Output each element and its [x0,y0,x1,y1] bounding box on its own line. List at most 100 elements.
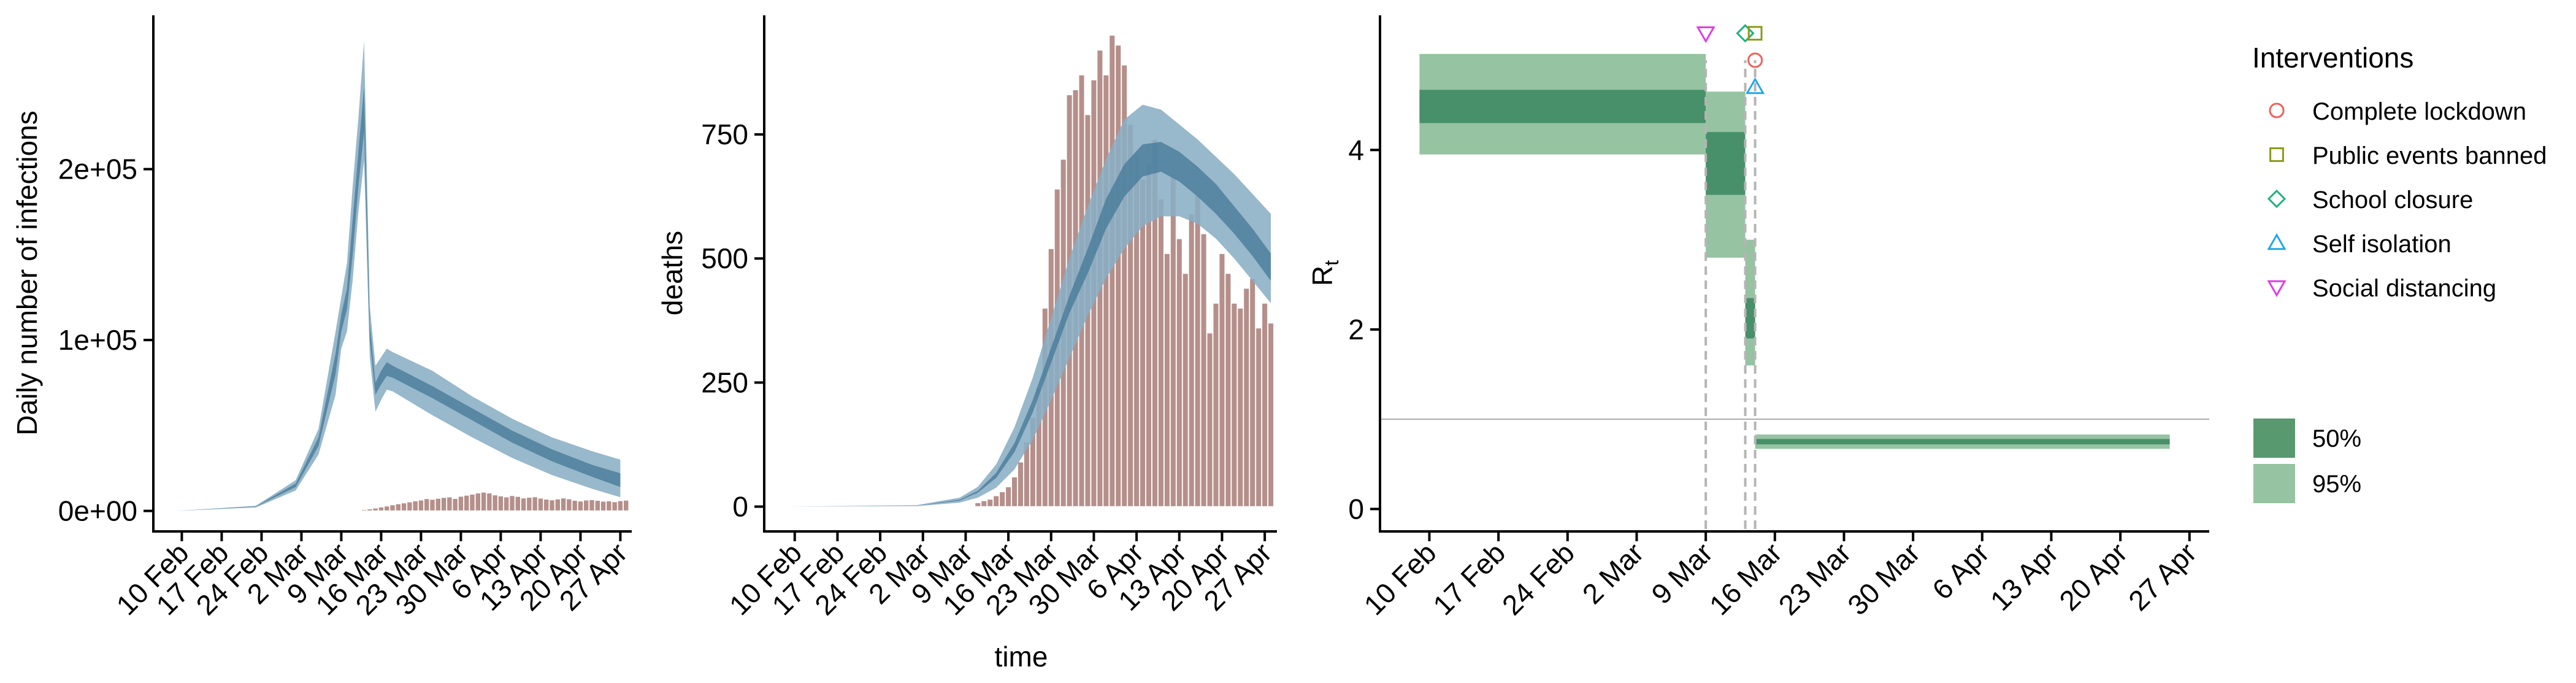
infections-bar [423,498,430,512]
infections-bar [418,500,424,512]
ci-legend-label: 95% [2312,471,2361,498]
deaths-bar [1011,476,1018,507]
rt-x-tick-label: 10 Feb [1358,536,1443,621]
infections-bar [429,498,436,512]
deaths-y-tick-label: 0 [732,491,748,523]
interventions-legend-item: School closure [2267,187,2473,214]
interventions-legend-label: Self isolation [2312,231,2451,258]
deaths-bar [1157,198,1165,507]
interventions-legend-label: Public events banned [2312,142,2547,169]
infections-band-50 [176,87,621,511]
deaths-bar [1218,253,1225,507]
deaths-bar [980,500,987,507]
deaths-bar [1194,193,1202,507]
deaths-bar [1200,233,1208,507]
infections-bar [480,492,487,512]
deaths-bar [1236,307,1244,507]
deaths-bar [1188,213,1195,507]
infections-bar [600,500,607,512]
infections-bar [611,501,618,512]
rt-plot-area [1380,24,2209,529]
infections-bar [406,501,413,512]
rt-x-tick-label: 16 Mar [1703,536,1788,621]
rt-y-axis-title-sub: t [1321,260,1343,266]
deaths-bar [1176,238,1183,507]
rt-band-50 [1755,439,2170,445]
interventions-legend-item: Social distancing [2267,275,2496,302]
infections-bar [486,492,493,512]
rt-band-50 [1745,298,1755,339]
infections-bar [366,508,374,512]
ci-legend-item: 95% [2253,464,2361,503]
rt-y-axis-title: Rt [1306,260,1343,286]
infections-bar [469,493,476,512]
infections-bar [554,498,561,512]
infections-y-tick-label: 1e+05 [58,324,137,356]
deaths-bar [1163,253,1171,507]
ci-legend-swatch [2253,419,2295,458]
infections-bar [458,495,464,512]
deaths-bar [1255,327,1262,507]
infections-bar [543,498,550,512]
deaths-y-ticks: 0 250 500 750 [701,118,764,523]
deaths-bar [1182,272,1189,507]
infections-bar [571,500,578,512]
ci-legend-label: 50% [2312,425,2361,452]
infections-bar [617,500,624,512]
legend-key-circle-icon [2269,102,2285,118]
deaths-plot-area [788,34,1275,507]
rt-y-tick-label: 2 [1348,314,1364,345]
infections-bar [435,498,442,512]
intervention-marker [1696,26,1715,44]
deaths-bar [1261,303,1268,507]
rt-y-ticks: 0 2 4 [1348,134,1380,525]
deaths-y-tick-label: 750 [701,118,748,150]
deaths-x-axis-title: time [995,641,1048,673]
interventions-legend-label: Complete lockdown [2312,98,2526,125]
infections-bar [497,495,504,512]
infections-bar [583,500,589,512]
infections-plot-area [176,41,629,512]
deaths-bar [1170,174,1177,507]
intervention-marker [1746,77,1765,95]
infections-bar [560,497,567,512]
infections-bar [475,492,481,512]
interventions-legend-item: Complete lockdown [2269,98,2526,125]
infections-bar [515,496,521,512]
infections-bar [594,500,601,512]
infections-bar [548,499,556,512]
rt-x-tick-label: 24 Feb [1496,536,1581,621]
infections-bar [378,506,385,512]
interventions-legend-item: Self isolation [2267,231,2451,258]
rt-x-tick-label: 17 Feb [1427,536,1511,621]
deaths-bar [992,495,1000,507]
rt-band-50 [1706,132,1746,195]
deaths-y-tick-label: 500 [701,242,748,274]
infections-bar [577,500,584,512]
infections-y-tick-label: 2e+05 [58,153,137,185]
rt-y-tick-label: 0 [1348,493,1364,525]
infections-bar [440,496,447,512]
intervention-marker [1736,24,1755,43]
rt-x-tick-label: 13 Apr [1984,536,2064,617]
deaths-bar [974,502,981,507]
infections-bar [463,495,470,512]
interventions-legend-items: Complete lockdown Public events banned Sch… [2267,98,2547,302]
infections-bar [531,496,539,512]
ci-legend: 50% 95% [2253,419,2361,503]
legend-key-triangle-up-icon [2267,233,2287,250]
deaths-bar [1102,74,1110,507]
deaths-bar [1230,303,1238,507]
deaths-bar [1249,277,1256,507]
infections-bar [520,497,527,512]
infections-bar [383,505,390,512]
infections-bar [565,498,573,512]
infections-y-ticks: 0e+00 1e+05 2e+05 [58,153,153,527]
deaths-bar [1267,322,1275,507]
infections-bar [372,507,379,512]
deaths-bar [1212,303,1220,507]
deaths-band-95 [788,104,1271,507]
legend-key-diamond-icon [2267,189,2287,209]
